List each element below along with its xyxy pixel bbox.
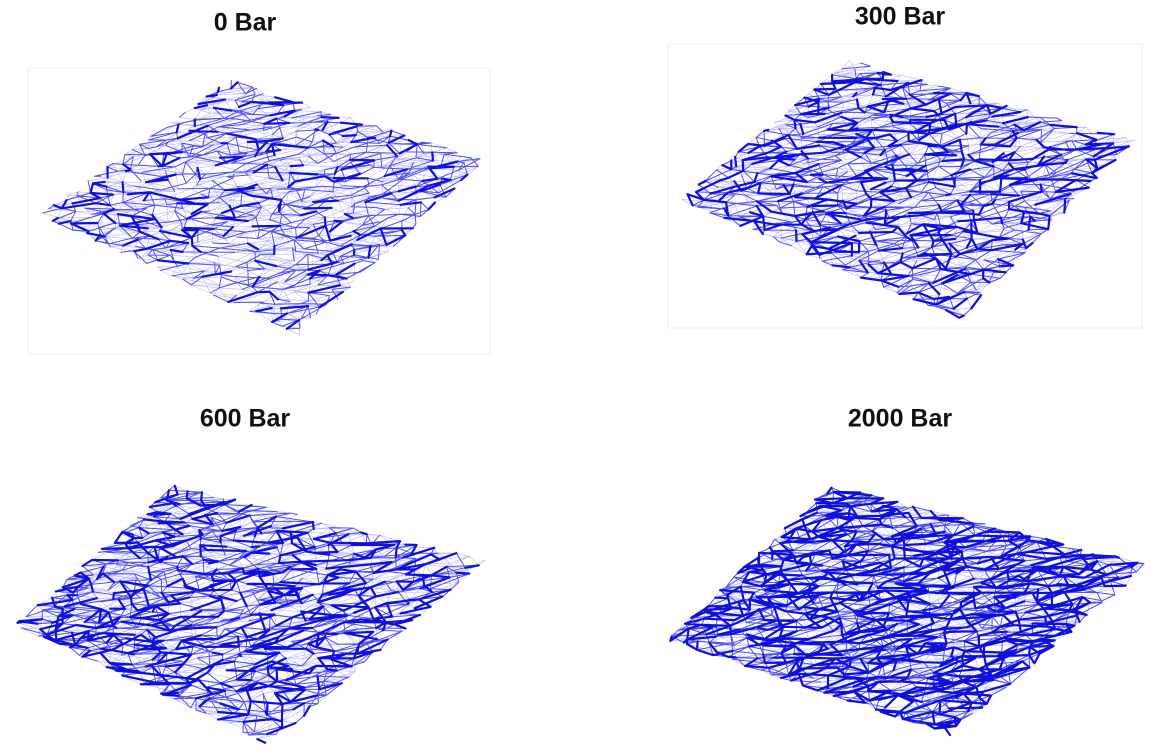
panel-title: 2000 Bar: [848, 405, 953, 433]
figure: 0 Bar 300 Bar 600 Bar 2000 Bar: [0, 0, 1159, 755]
panel-title: 600 Bar: [200, 405, 291, 433]
panel-title: 0 Bar: [214, 9, 277, 37]
panel-title: 300 Bar: [855, 3, 946, 31]
